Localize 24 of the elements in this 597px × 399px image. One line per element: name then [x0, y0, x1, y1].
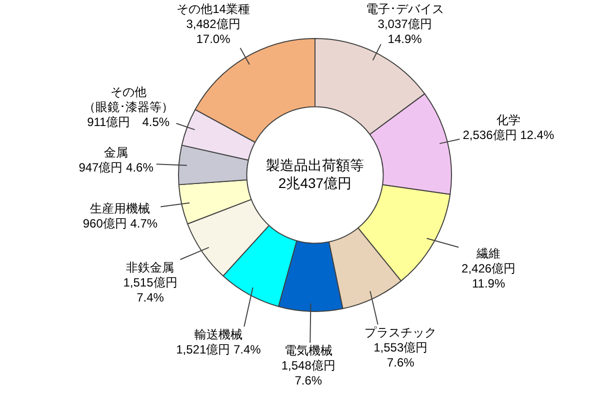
slice-label: その他（眼鏡･漆器等） — [83, 84, 174, 114]
slice-label: 繊維 — [476, 246, 501, 261]
data-label: 1,515億円 7.4% — [123, 275, 178, 304]
data-label: 2,426億円 11.9% — [462, 262, 516, 291]
slice-label: 輸送機械 — [194, 327, 242, 342]
slice-label: 金属 — [104, 146, 128, 160]
data-label: 1,548億円 7.6% — [281, 358, 336, 388]
slice-label: 非鉄金属 — [126, 260, 174, 274]
slice-label: プラスチック — [364, 325, 437, 340]
slice-label: 電気機械 — [284, 344, 332, 358]
data-label: 3,482億円 17.0% — [186, 16, 240, 46]
data-label: 3,037億円 14.9% — [378, 16, 432, 46]
data-label: 1,553億円 7.6% — [374, 340, 428, 370]
slice-label: 化学 — [496, 112, 520, 127]
text: 2兆437億円 — [278, 174, 352, 191]
data-label: 960億円 4.7% — [82, 216, 158, 230]
slice-label: 生産用機械 — [90, 201, 150, 216]
slice-label: 電子･デバイス — [366, 2, 444, 16]
data-label: 2,536億円 12.4% — [462, 128, 554, 142]
data-label: 911億円 4.5% — [87, 114, 170, 129]
slice-label: その他14業種 — [176, 2, 250, 16]
text: 製造品出荷額等 — [266, 156, 364, 173]
data-label: 1,521億円 7.4% — [176, 342, 262, 356]
data-label: 947億円 4.6% — [78, 160, 154, 175]
